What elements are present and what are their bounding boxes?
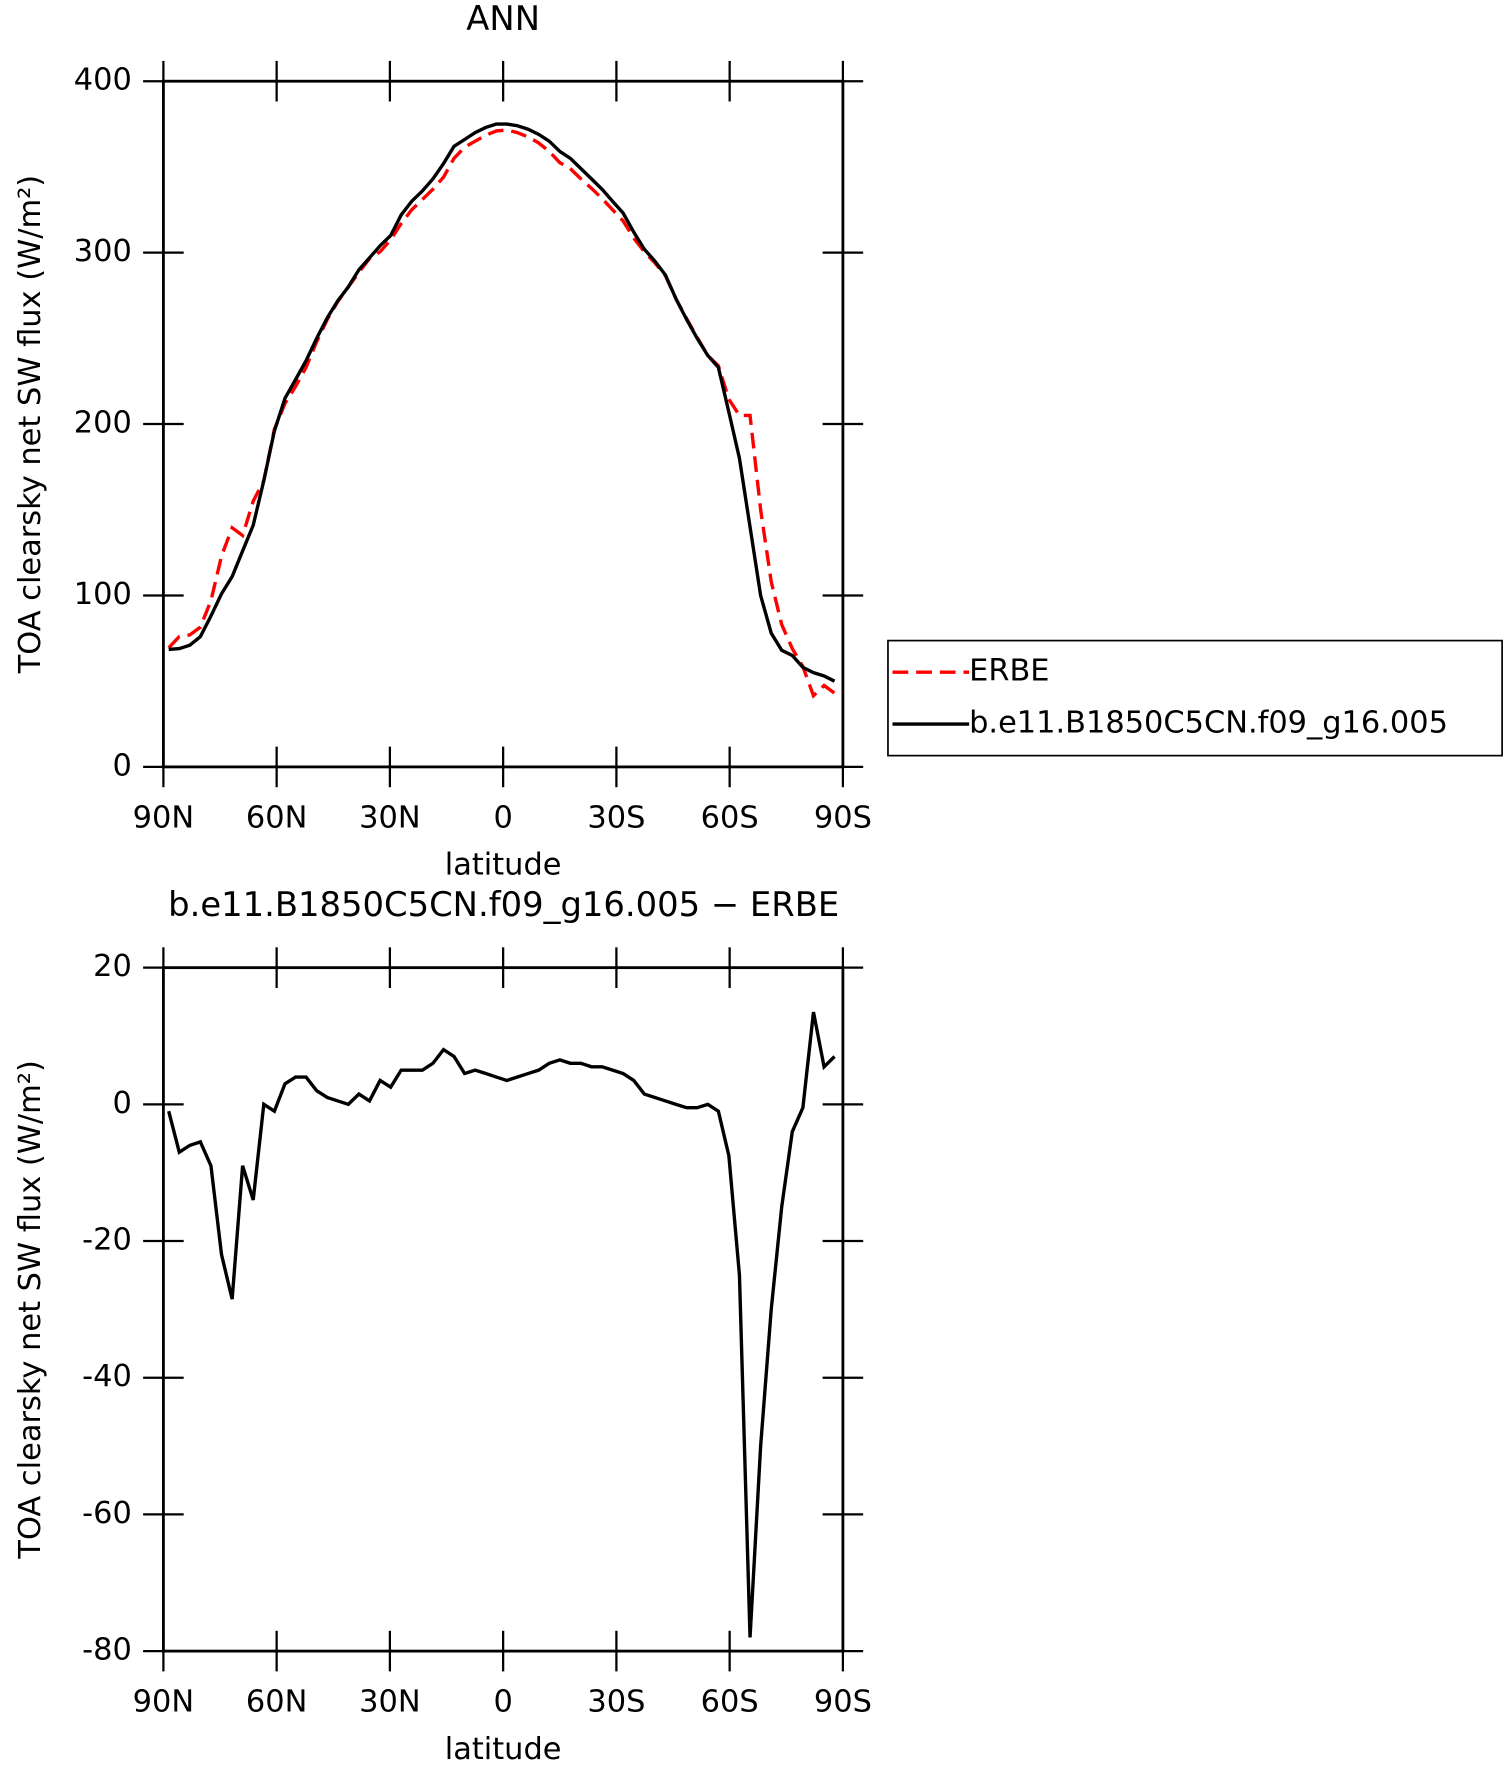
x-tick-label: 30S: [587, 1684, 645, 1719]
x-tick-label: 60N: [246, 800, 307, 835]
data-line: [167, 1011, 836, 1638]
y-tick-label: -60: [82, 1496, 132, 1531]
x-tick-label: 60S: [701, 1684, 759, 1719]
plot-frame: [161, 79, 845, 769]
chart-title: ANN: [466, 0, 540, 38]
legend-label: b.e11.B1850C5CN.f09_g16.005: [969, 706, 1448, 741]
x-tick-label: 30S: [587, 800, 645, 835]
x-tick-label: 60N: [246, 1684, 307, 1719]
x-tick-label: 90S: [814, 1684, 872, 1719]
y-tick-label: 400: [74, 63, 132, 98]
y-tick-label: -20: [82, 1223, 132, 1258]
y-tick-label: 100: [74, 577, 132, 612]
y-tick-label: -80: [82, 1633, 132, 1668]
y-tick-label: 200: [74, 406, 132, 441]
x-tick-label: 30N: [359, 800, 420, 835]
y-tick-label: 0: [112, 748, 131, 783]
y-tick-label: -40: [82, 1359, 132, 1394]
x-tick-label: 90N: [133, 1684, 194, 1719]
y-axis-label: TOA clearsky net SW flux (W/m²): [13, 175, 48, 674]
y-tick-label: 0: [112, 1086, 131, 1121]
legend-box: [887, 639, 1503, 757]
x-tick-label: 0: [493, 1684, 512, 1719]
y-tick-label: 20: [93, 949, 132, 984]
y-tick-label: 300: [74, 234, 132, 269]
x-tick-label: 90N: [133, 800, 194, 835]
chart-title: b.e11.B1850C5CN.f09_g16.005 − ERBE: [168, 885, 839, 924]
data-line: [167, 128, 836, 699]
x-tick-label: 60S: [701, 800, 759, 835]
legend-label: ERBE: [969, 654, 1049, 689]
x-tick-label: 90S: [814, 800, 872, 835]
x-tick-label: 30N: [359, 1684, 420, 1719]
data-line: [168, 122, 836, 683]
y-axis-label: TOA clearsky net SW flux (W/m²): [13, 1060, 48, 1559]
x-axis-label: latitude: [445, 1732, 562, 1765]
x-axis-label: latitude: [445, 848, 562, 883]
x-tick-label: 0: [493, 800, 512, 835]
